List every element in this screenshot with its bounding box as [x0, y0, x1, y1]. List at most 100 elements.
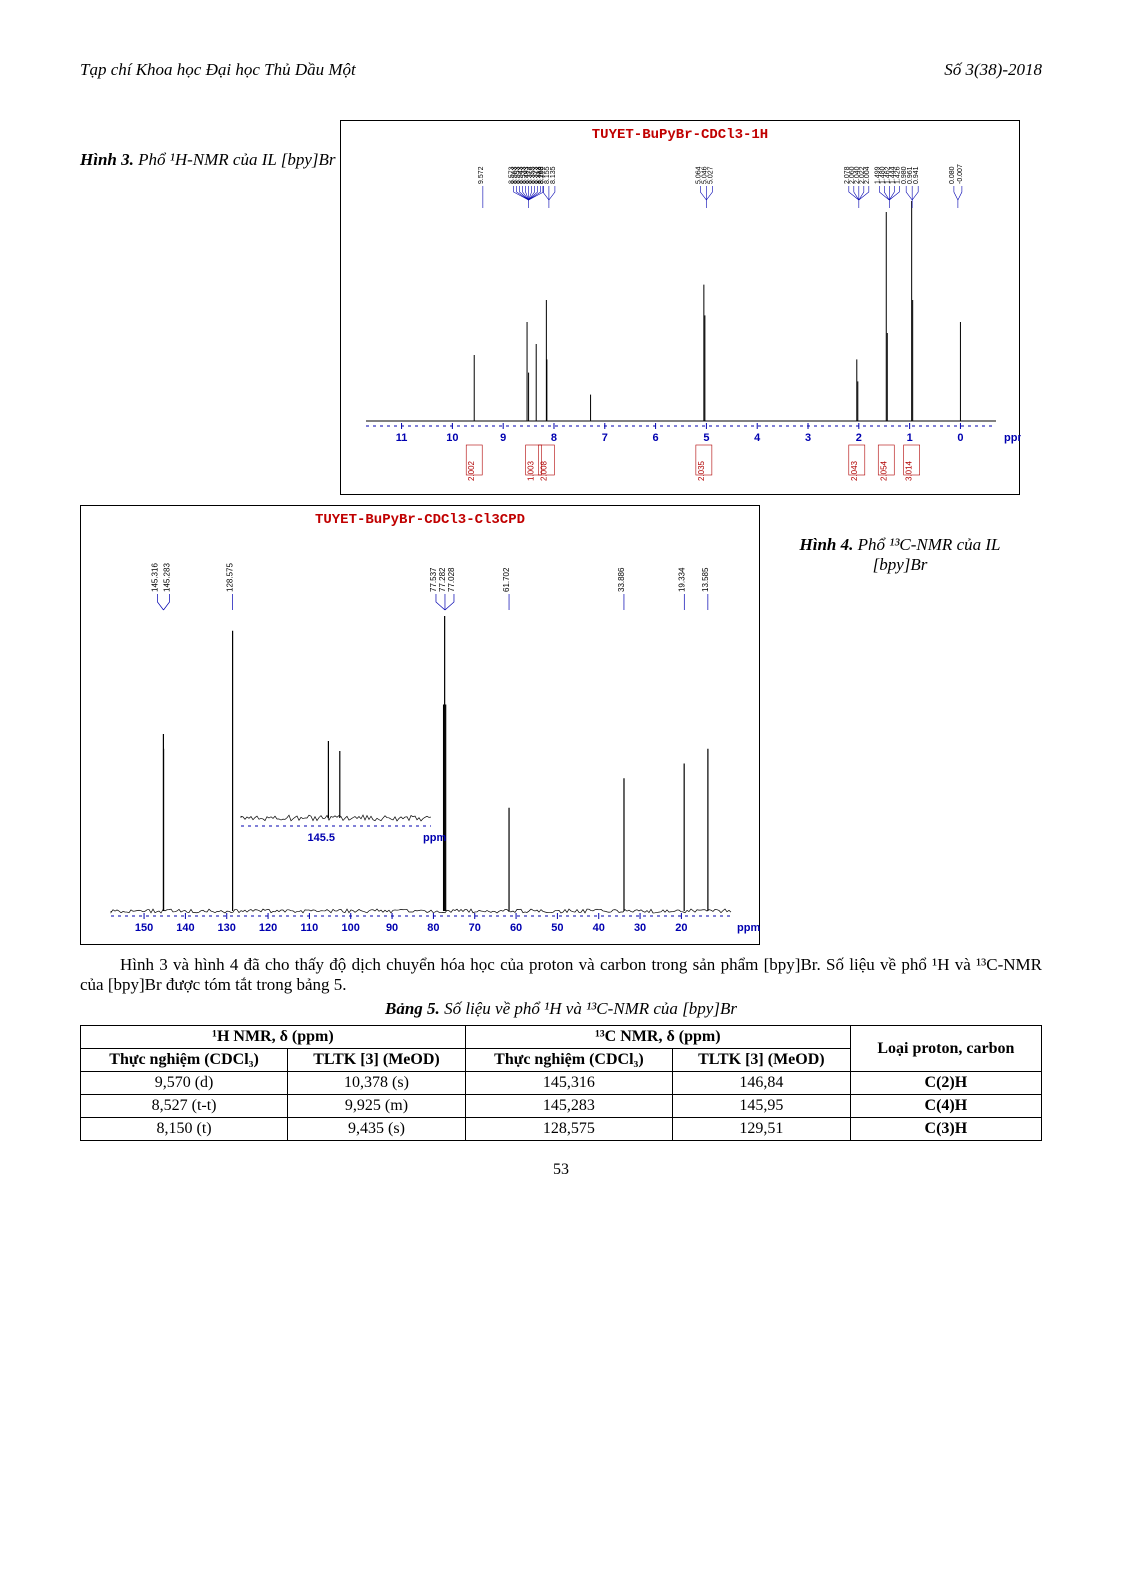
- svg-text:10: 10: [446, 432, 458, 444]
- cell: 145,283: [465, 1095, 672, 1118]
- cell: C(3)H: [850, 1118, 1041, 1141]
- svg-text:7: 7: [602, 432, 608, 444]
- svg-text:2.008: 2.008: [539, 460, 548, 481]
- svg-text:70: 70: [469, 922, 481, 934]
- cell: 9,570 (d): [81, 1072, 288, 1095]
- svg-text:ppm: ppm: [423, 832, 446, 844]
- svg-text:8: 8: [551, 432, 557, 444]
- svg-text:0.080: 0.080: [949, 166, 956, 184]
- cell: 145,95: [672, 1095, 850, 1118]
- svg-text:2.043: 2.043: [850, 460, 859, 481]
- svg-text:-0.007: -0.007: [957, 164, 964, 184]
- svg-text:13.585: 13.585: [701, 567, 710, 592]
- page-header: Tạp chí Khoa học Đại học Thủ Dầu Một Số …: [80, 60, 1042, 80]
- col-group-13c: ¹³C NMR, δ (ppm): [465, 1026, 850, 1049]
- svg-text:145.283: 145.283: [162, 563, 171, 592]
- svg-text:77.537: 77.537: [429, 567, 438, 592]
- svg-text:128.575: 128.575: [226, 563, 235, 592]
- svg-text:50: 50: [551, 922, 563, 934]
- figure-4-row: TUYET-BuPyBr-CDCl3-Cl3CPD 150 140 130 120 11…: [80, 505, 1042, 945]
- nmr-13c-title: TUYET-BuPyBr-CDCl3-Cl3CPD: [315, 512, 525, 528]
- svg-text:140: 140: [176, 922, 194, 934]
- cell: 8,150 (t): [81, 1118, 288, 1141]
- svg-text:1: 1: [907, 432, 913, 444]
- svg-text:90: 90: [386, 922, 398, 934]
- body-paragraph: Hình 3 và hình 4 đã cho thấy độ dịch chu…: [80, 955, 1042, 995]
- svg-text:11: 11: [396, 432, 408, 444]
- svg-text:ppm: ppm: [1004, 432, 1021, 444]
- svg-text:145.5: 145.5: [308, 832, 336, 844]
- svg-text:5: 5: [703, 432, 709, 444]
- cell: 9,435 (s): [288, 1118, 466, 1141]
- table-row: 9,570 (d)10,378 (s)145,316146,84C(2)H: [81, 1072, 1042, 1095]
- sub-header: TLTK [3] (MeOD): [288, 1049, 466, 1072]
- issue-number: Số 3(38)-2018: [944, 60, 1042, 80]
- svg-text:2.054: 2.054: [879, 460, 888, 481]
- cell: C(4)H: [850, 1095, 1041, 1118]
- svg-text:61.702: 61.702: [502, 567, 511, 592]
- svg-text:6: 6: [653, 432, 659, 444]
- svg-text:60: 60: [510, 922, 522, 934]
- svg-text:120: 120: [259, 922, 277, 934]
- svg-text:5.027: 5.027: [707, 166, 714, 184]
- svg-text:150: 150: [135, 922, 153, 934]
- figure-4-label: Hình 4.: [800, 535, 854, 554]
- svg-text:77.282: 77.282: [438, 567, 447, 592]
- journal-title: Tạp chí Khoa học Đại học Thủ Dầu Một: [80, 60, 356, 80]
- table-row: 8,150 (t)9,435 (s)128,575129,51C(3)H: [81, 1118, 1042, 1141]
- svg-text:8.135: 8.135: [550, 166, 557, 184]
- cell: 128,575: [465, 1118, 672, 1141]
- svg-text:2.035: 2.035: [697, 460, 706, 481]
- svg-text:9: 9: [500, 432, 506, 444]
- svg-text:3.014: 3.014: [905, 460, 914, 481]
- svg-text:2.004: 2.004: [864, 166, 871, 184]
- table-row: 8,527 (t-t)9,925 (m)145,283145,95C(4)H: [81, 1095, 1042, 1118]
- col-proton-type: Loại proton, carbon: [850, 1026, 1041, 1072]
- svg-text:0.941: 0.941: [913, 166, 920, 184]
- figure-3-caption: Hình 3. Phổ ¹H-NMR của IL [bpy]Br: [80, 120, 340, 170]
- svg-text:4: 4: [754, 432, 761, 444]
- sub-header: Thực nghiệm (CDCl₃): [81, 1049, 288, 1072]
- cell: 9,925 (m): [288, 1095, 466, 1118]
- sub-header: Thực nghiệm (CDCl₃): [465, 1049, 672, 1072]
- nmr-13c-svg: 150 140 130 120 110 100 90 80 70 60 50 40 30 20 ppm 145…: [81, 506, 761, 946]
- table-5-title: Bảng 5. Số liệu về phổ ¹H và ¹³C-NMR của…: [80, 999, 1042, 1019]
- svg-text:80: 80: [427, 922, 439, 934]
- figure-3-row: Hình 3. Phổ ¹H-NMR của IL [bpy]Br TUYET-…: [80, 120, 1042, 495]
- table-5-title-text: Số liệu về phổ ¹H và ¹³C-NMR của [bpy]Br: [440, 999, 737, 1018]
- figure-3-label: Hình 3.: [80, 150, 134, 169]
- nmr-13c-spectrum: TUYET-BuPyBr-CDCl3-Cl3CPD 150 140 130 120 11…: [80, 505, 760, 945]
- figure-4-caption-text: Phổ ¹³C-NMR của IL [bpy]Br: [853, 535, 1000, 574]
- nmr-1h-spectrum: TUYET-BuPyBr-CDCl3-1H 11109876543210ppm9…: [340, 120, 1020, 495]
- nmr-1h-svg: 11109876543210ppm9.5728.5738.5638.5538.5…: [341, 121, 1021, 496]
- svg-text:20: 20: [675, 922, 687, 934]
- svg-text:9.572: 9.572: [478, 166, 485, 184]
- nmr-1h-title: TUYET-BuPyBr-CDCl3-1H: [592, 127, 768, 143]
- svg-text:130: 130: [218, 922, 236, 934]
- figure-4-caption: Hình 4. Phổ ¹³C-NMR của IL [bpy]Br: [760, 505, 1020, 575]
- svg-text:2: 2: [856, 432, 862, 444]
- cell: 8,527 (t-t): [81, 1095, 288, 1118]
- figure-3-caption-text: Phổ ¹H-NMR của IL [bpy]Br: [134, 150, 336, 169]
- svg-text:110: 110: [301, 922, 319, 934]
- svg-text:19.334: 19.334: [677, 567, 686, 592]
- svg-text:40: 40: [593, 922, 605, 934]
- svg-text:2.002: 2.002: [467, 460, 476, 481]
- svg-text:33.886: 33.886: [617, 567, 626, 592]
- table-5: ¹H NMR, δ (ppm)¹³C NMR, δ (ppm)Loại prot…: [80, 1025, 1042, 1141]
- svg-text:ppm: ppm: [737, 922, 760, 934]
- svg-text:3: 3: [805, 432, 811, 444]
- svg-text:77.028: 77.028: [447, 567, 456, 592]
- cell: 146,84: [672, 1072, 850, 1095]
- page-number: 53: [80, 1161, 1042, 1179]
- svg-text:0: 0: [957, 432, 963, 444]
- sub-header: TLTK [3] (MeOD): [672, 1049, 850, 1072]
- cell: 145,316: [465, 1072, 672, 1095]
- table-5-label: Bảng 5.: [385, 999, 440, 1018]
- svg-text:1.003: 1.003: [527, 460, 536, 481]
- col-group-1h: ¹H NMR, δ (ppm): [81, 1026, 466, 1049]
- svg-text:30: 30: [634, 922, 646, 934]
- svg-text:100: 100: [342, 922, 360, 934]
- cell: 129,51: [672, 1118, 850, 1141]
- svg-text:145.316: 145.316: [150, 563, 159, 592]
